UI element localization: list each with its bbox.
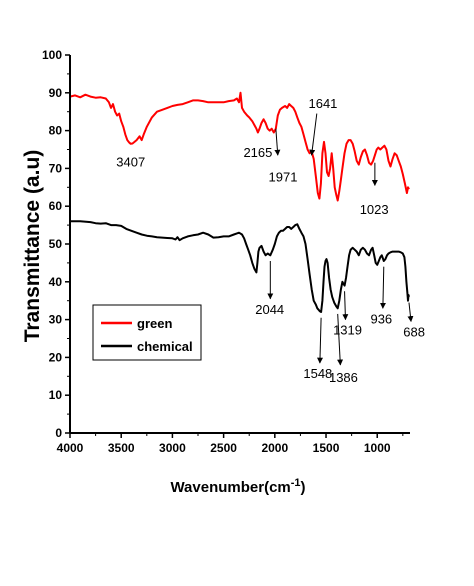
peak-label-1023: 1023 (360, 202, 389, 217)
peak-label-1319: 1319 (333, 323, 362, 338)
x-axis-title: Wavenumber(cm-1) (170, 477, 305, 496)
legend-label-green: green (137, 316, 172, 331)
annotation-arrow (407, 302, 414, 323)
y-tick-label: 60 (49, 199, 63, 213)
legend: green chemical (92, 304, 202, 361)
annotation-arrow (379, 266, 386, 309)
y-tick-label: 100 (42, 48, 62, 62)
series-line-green (69, 91, 410, 202)
y-tick-label: 0 (55, 426, 62, 440)
x-tick-label: 2000 (261, 441, 288, 455)
x-tick-label: 1500 (313, 441, 340, 455)
series-line-chemical (70, 220, 410, 313)
peak-label-1641: 1641 (308, 96, 337, 111)
peak-label-2165: 2165 (243, 145, 272, 160)
x-tick-label: 3000 (159, 441, 186, 455)
peak-label-1548: 1548 (303, 366, 332, 381)
y-tick-label: 20 (49, 350, 63, 364)
peak-label-2044: 2044 (255, 302, 284, 317)
y-tick-label: 70 (49, 161, 63, 175)
y-axis-title: Transmittance (a.u) (21, 150, 44, 343)
y-tick-label: 10 (49, 388, 63, 402)
x-tick-label: 4000 (57, 441, 84, 455)
y-tick-label: 40 (49, 275, 63, 289)
x-tick-label: 1000 (364, 441, 391, 455)
axes: 0 10 20 30 40 50 60 70 80 90 100 4000 3500 3000 2500 20… (42, 48, 410, 455)
peak-label-3407: 3407 (116, 155, 145, 170)
peak-label-1386: 1386 (329, 370, 358, 385)
peak-label-688: 688 (403, 325, 425, 340)
y-tick-label: 50 (49, 237, 63, 251)
plot-area (69, 91, 410, 313)
legend-label-chemical: chemical (137, 339, 193, 354)
annotation-arrow (337, 313, 344, 366)
annotation-arrow (317, 317, 324, 364)
annotation-arrow (274, 128, 281, 156)
x-axis-title-main: Wavenumber(cm (170, 479, 290, 496)
peak-label-1971: 1971 (269, 170, 298, 185)
x-axis-title-close: ) (301, 479, 306, 496)
x-axis-title-sup: -1 (291, 477, 301, 489)
x-tick-label: 2500 (210, 441, 237, 455)
y-tick-label: 80 (49, 124, 63, 138)
annotation-arrow (309, 113, 318, 156)
annotation-arrow (342, 291, 349, 321)
y-tick-label: 90 (49, 86, 63, 100)
y-tick-label: 30 (49, 313, 63, 327)
legend-box (92, 304, 202, 361)
peak-label-936: 936 (370, 311, 392, 326)
x-tick-label: 3500 (108, 441, 135, 455)
